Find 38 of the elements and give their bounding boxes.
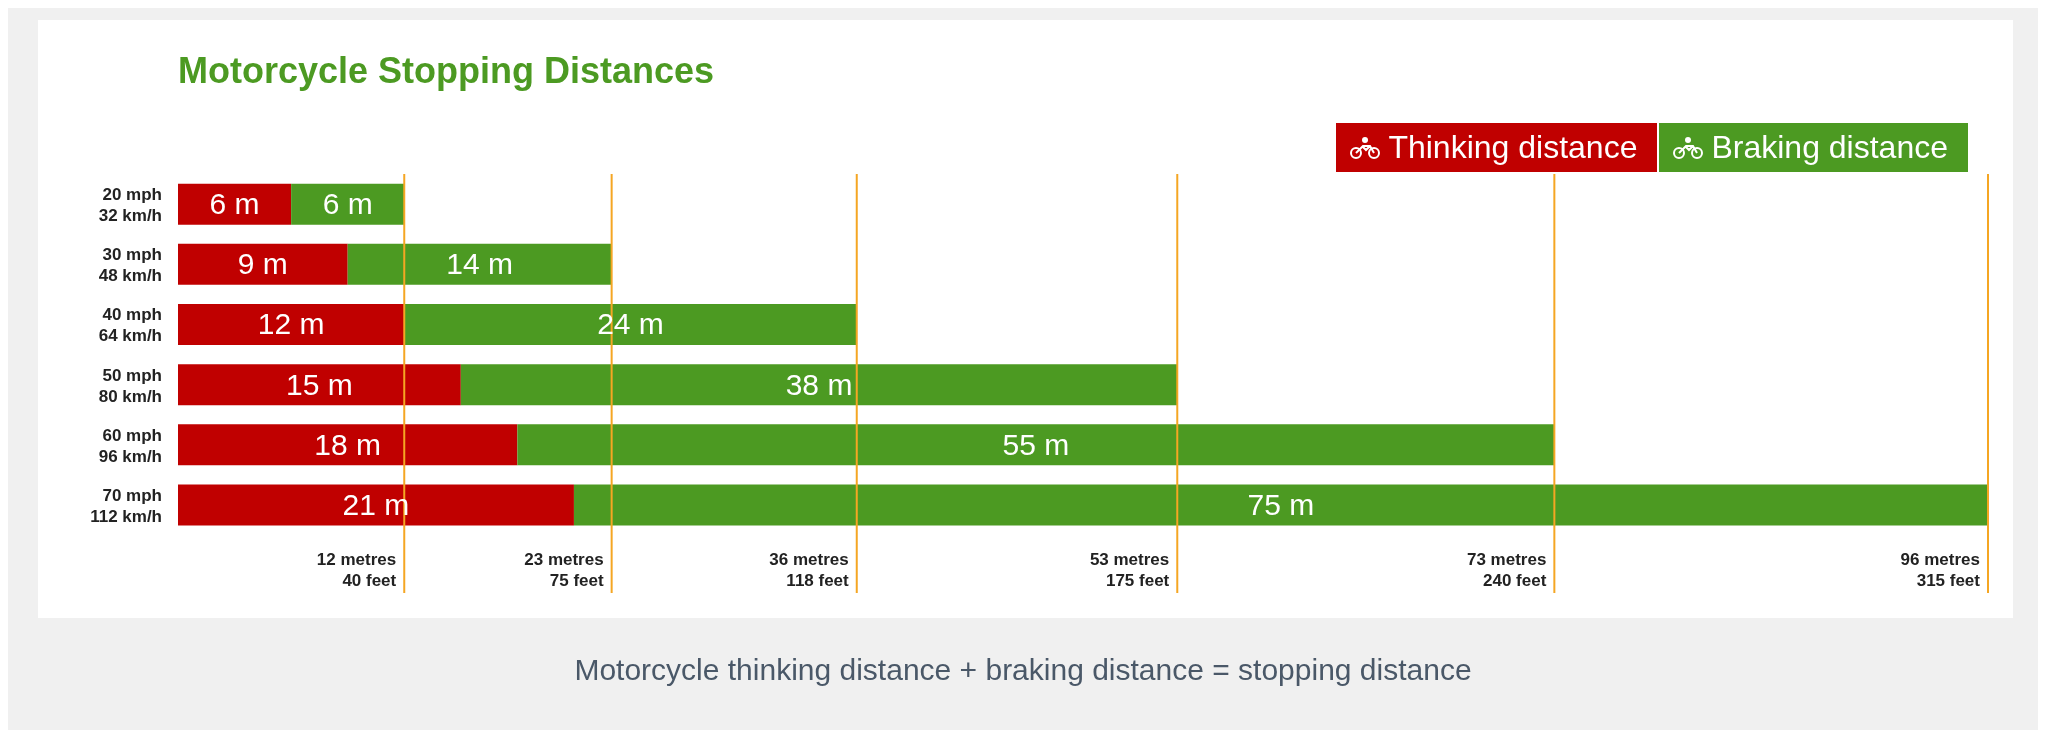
- data-label: 9 m: [237, 247, 288, 281]
- ref-line-label: 12 metres 40 feet: [316, 550, 397, 590]
- bar: [178, 303, 405, 345]
- bar: [178, 424, 518, 466]
- data-label: 18 m: [314, 427, 382, 461]
- data-label: 6 m: [209, 187, 260, 221]
- y-tick-label: 50 mph 80 km/h: [98, 365, 162, 406]
- data-label: 14 m: [446, 247, 514, 281]
- data-label: 75 m: [1247, 487, 1315, 521]
- data-label: 55 m: [1002, 427, 1070, 461]
- ref-line-label: 73 metres 240 feet: [1466, 550, 1547, 590]
- y-tick-label: 20 mph 32 km/h: [98, 185, 162, 226]
- data-label: 38 m: [785, 367, 853, 401]
- legend-label: Braking distance: [1711, 123, 1968, 172]
- data-label: 15 m: [286, 367, 353, 401]
- ref-line-label: 53 metres 175 feet: [1089, 550, 1170, 590]
- bar: [347, 243, 612, 285]
- bar: [178, 484, 574, 526]
- ref-line-label: 96 metres 315 feet: [1900, 550, 1981, 590]
- y-tick-label: 70 mph 112 km/h: [90, 485, 162, 526]
- ref-line-label: 36 metres 118 feet: [769, 550, 850, 590]
- bar: [291, 183, 405, 225]
- legend-label: Thinking distance: [1388, 123, 1658, 172]
- chart-title: Motorcycle Stopping Distances: [178, 50, 715, 92]
- bar: [178, 183, 292, 225]
- bar: [404, 303, 857, 345]
- ref-line-label: 23 metres 75 feet: [524, 550, 604, 590]
- y-tick-label: 40 mph 64 km/h: [98, 305, 162, 346]
- y-tick-label: 60 mph 96 km/h: [98, 425, 162, 466]
- bar: [178, 364, 461, 406]
- y-tick-label: 30 mph 48 km/h: [98, 245, 162, 286]
- text: Motorcycle thinking distance + braking distance = stopping distance: [573, 653, 1473, 687]
- data-label: 6 m: [322, 187, 373, 221]
- bar: [573, 484, 1988, 526]
- data-label: 12 m: [257, 307, 325, 341]
- bar: [460, 364, 1178, 406]
- bar: [517, 424, 1555, 466]
- bar: [178, 243, 348, 285]
